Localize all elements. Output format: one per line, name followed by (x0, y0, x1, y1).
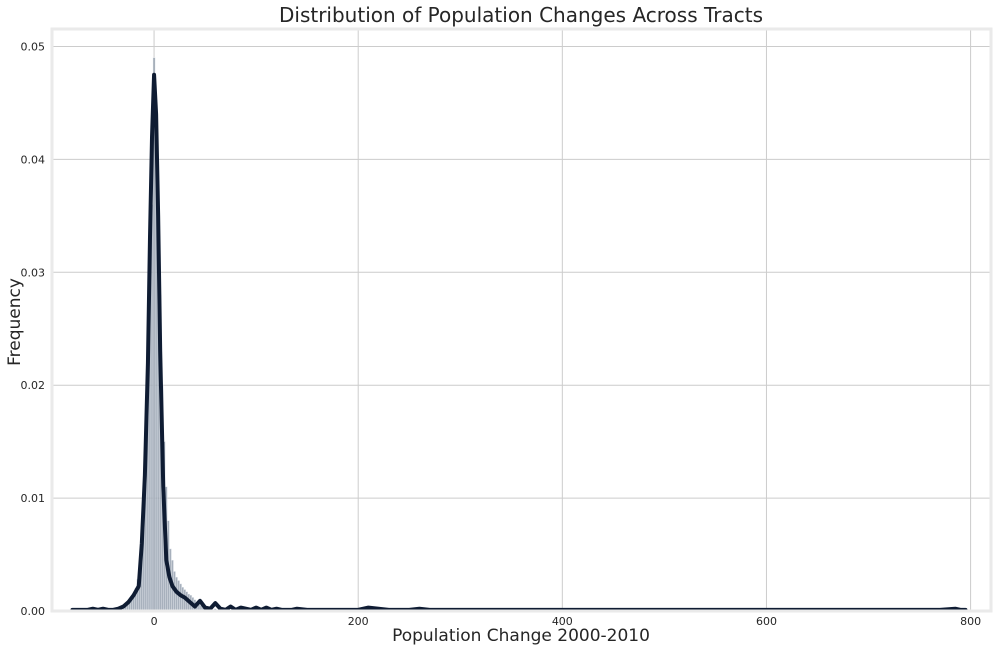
x-axis-label: Population Change 2000-2010 (392, 626, 650, 646)
grid-layer (52, 29, 991, 612)
x-tick-labels: 0 200 400 600 800 (151, 615, 982, 628)
y-tick-label: 0.00 (21, 605, 46, 618)
y-tick-label: 0.02 (21, 379, 46, 392)
chart-title: Distribution of Population Changes Acros… (279, 3, 763, 27)
x-tick-label: 400 (552, 615, 573, 628)
x-tick-label: 800 (960, 615, 981, 628)
x-tick-label: 200 (348, 615, 369, 628)
y-tick-label: 0.01 (21, 492, 46, 505)
y-tick-labels: 0.00 0.01 0.02 0.03 0.04 0.05 (21, 41, 46, 619)
y-tick-label: 0.03 (21, 266, 46, 279)
y-tick-label: 0.05 (21, 41, 46, 54)
x-tick-label: 0 (151, 615, 158, 628)
kde-line (70, 72, 968, 612)
histogram-bars (122, 57, 237, 612)
histogram-bar (181, 587, 184, 612)
y-tick-label: 0.04 (21, 153, 46, 166)
plot-frame (50, 27, 993, 613)
y-axis-label: Frequency (5, 278, 25, 366)
x-tick-label: 600 (756, 615, 777, 628)
